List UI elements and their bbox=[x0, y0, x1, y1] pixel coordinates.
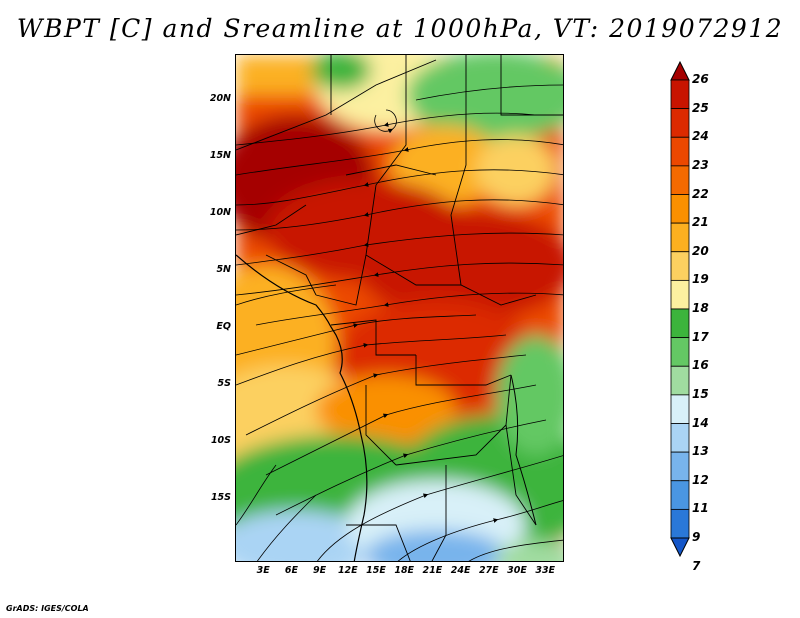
x-tick-label: 33E bbox=[535, 565, 556, 576]
country-borders bbox=[236, 55, 563, 561]
colorbar-label: 13 bbox=[692, 444, 709, 459]
colorbar-label: 17 bbox=[692, 329, 709, 344]
lake-outline bbox=[510, 374, 537, 526]
x-tick-label: 24E bbox=[450, 565, 471, 576]
colorbar-swatch bbox=[670, 480, 690, 510]
colorbar-label: 7 bbox=[692, 558, 701, 573]
x-tick-label: 27E bbox=[478, 565, 499, 576]
colorbar-label: 24 bbox=[692, 129, 709, 144]
x-tick-label: 15E bbox=[366, 565, 386, 576]
colorbar-label: 26 bbox=[692, 72, 709, 86]
colorbar-label: 16 bbox=[692, 358, 709, 373]
y-tick-label: 15N bbox=[209, 149, 231, 161]
y-tick-label: 10N bbox=[209, 206, 231, 218]
colorbar-label: 12 bbox=[692, 472, 709, 487]
colorbar-swatch bbox=[670, 451, 690, 482]
colorbar-swatch bbox=[670, 423, 690, 453]
colorbar-swatch bbox=[670, 337, 690, 367]
colorbar-swatch bbox=[670, 394, 690, 424]
map-title: WBPT [C] and Sreamline at 1000hPa, VT: 2… bbox=[16, 14, 784, 43]
colorbar-label: 14 bbox=[692, 415, 709, 430]
colorbar-label: 11 bbox=[692, 501, 709, 516]
colorbar-swatch bbox=[670, 251, 690, 281]
colorbar-label: 22 bbox=[692, 186, 709, 201]
y-tick-label: 5N bbox=[216, 263, 231, 275]
map-panel bbox=[235, 54, 564, 562]
coastline bbox=[236, 254, 368, 561]
colorbar-swatch bbox=[670, 165, 690, 195]
y-tick-label: EQ bbox=[216, 320, 231, 332]
colorbar-label: 20 bbox=[692, 243, 709, 258]
x-tick-label: 18E bbox=[394, 565, 415, 576]
y-tick-label: 15S bbox=[210, 492, 231, 504]
y-tick-label: 20N bbox=[209, 92, 231, 104]
map-canvas bbox=[236, 55, 563, 561]
colorbar-label: 9 bbox=[692, 530, 701, 544]
x-tick-label: 9E bbox=[313, 565, 327, 576]
colorbar-swatch bbox=[670, 136, 690, 167]
colorbar-swatch bbox=[670, 194, 690, 224]
colorbar-swatch bbox=[670, 222, 690, 253]
y-tick-label: 5S bbox=[217, 378, 231, 390]
colorbar-label: 18 bbox=[692, 301, 709, 315]
colorbar-swatch bbox=[670, 108, 690, 138]
colorbar-top-triangle bbox=[670, 60, 690, 81]
credit-text: GrADS: IGES/COLA bbox=[6, 604, 89, 613]
colorbar-swatch bbox=[670, 365, 690, 396]
x-tick-label: 3E bbox=[256, 565, 270, 576]
streamlines bbox=[236, 84, 563, 561]
colorbar-label: 21 bbox=[692, 215, 709, 230]
colorbar-swatch bbox=[670, 79, 690, 110]
colorbar-label: 19 bbox=[692, 272, 709, 287]
colorbar-swatch bbox=[670, 508, 690, 539]
colorbar-swatch bbox=[670, 308, 690, 339]
y-tick-label: 10S bbox=[210, 435, 231, 447]
x-tick-label: 30E bbox=[507, 565, 527, 576]
colorbar-label: 15 bbox=[692, 386, 709, 401]
x-tick-label: 6E bbox=[284, 565, 298, 576]
colorbar-label: 23 bbox=[692, 157, 709, 172]
x-tick-label: 21E bbox=[422, 565, 443, 576]
x-tick-label: 12E bbox=[337, 565, 358, 576]
colorbar-swatch bbox=[670, 279, 690, 310]
colorbar-bottom-triangle bbox=[670, 537, 690, 558]
colorbar-label: 25 bbox=[692, 100, 709, 115]
